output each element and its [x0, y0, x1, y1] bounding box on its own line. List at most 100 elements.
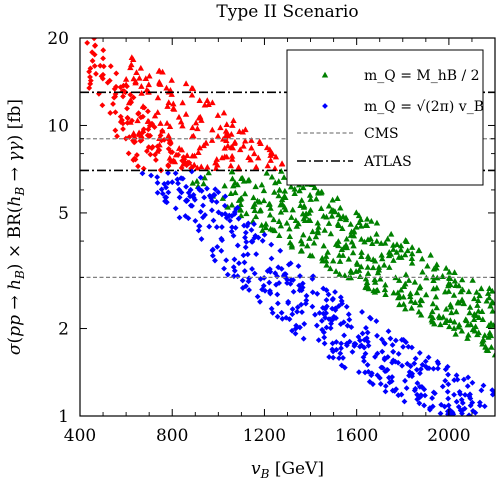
series-1-point	[459, 286, 466, 293]
series-2-point	[170, 157, 177, 164]
series-2-point	[140, 165, 147, 172]
series-2-point	[469, 379, 476, 386]
series-1-point	[227, 162, 235, 169]
series-2-point	[412, 355, 419, 362]
series-2-point	[374, 332, 380, 339]
series-1-point	[435, 312, 443, 319]
series-2-point	[200, 214, 206, 221]
series-2-point	[175, 152, 182, 158]
series-2-point	[343, 340, 350, 347]
series-2-point	[187, 186, 194, 193]
series-2-point	[416, 350, 423, 356]
series-2-point	[253, 251, 260, 258]
series-2-point	[274, 300, 281, 307]
series-1-point	[463, 317, 470, 324]
series-1-point	[228, 155, 236, 162]
series-1-point	[319, 257, 326, 264]
series-1-point	[224, 142, 232, 149]
series-2-point	[228, 228, 235, 235]
series-1-point	[192, 119, 200, 126]
series-1-point	[278, 196, 286, 203]
series-1-point	[483, 346, 490, 353]
series-1-point	[132, 78, 139, 84]
series-2-point	[344, 322, 351, 329]
series-1-point	[267, 204, 274, 211]
series-2-point	[100, 71, 106, 78]
series-1-point	[433, 261, 440, 268]
series-1-point	[471, 295, 478, 302]
series-2-point	[112, 127, 119, 134]
series-2-point	[209, 252, 216, 259]
series-2-point	[480, 382, 487, 389]
series-2-point	[274, 313, 281, 320]
series-2-point	[382, 340, 388, 347]
series-2-point	[175, 180, 181, 187]
series-2-point	[107, 110, 114, 116]
series-1-point	[214, 112, 222, 118]
series-2-point	[209, 197, 215, 204]
series-2-point	[316, 310, 323, 316]
series-2-point	[114, 133, 120, 140]
series-1-point	[286, 233, 294, 240]
series-2-point	[332, 289, 338, 295]
series-2-point	[235, 215, 242, 222]
series-2-point	[321, 340, 328, 347]
series-1-point	[371, 276, 378, 283]
series-2-point	[266, 266, 273, 273]
series-2-point	[241, 222, 247, 229]
series-1-point	[306, 235, 313, 241]
series-2-point	[113, 83, 119, 90]
series-1-point	[297, 202, 304, 209]
series-2-point	[411, 360, 418, 367]
series-2-point	[330, 295, 336, 302]
series-1-point	[323, 253, 330, 259]
series-1-point	[204, 97, 211, 103]
series-2-point	[100, 47, 107, 54]
series-2-point	[464, 383, 471, 390]
series-2-point	[392, 337, 399, 344]
series-1-point	[415, 308, 423, 315]
series-2-point	[345, 311, 352, 318]
series-2-point	[389, 342, 396, 348]
series-1-point	[213, 156, 220, 162]
series-2-point	[190, 194, 197, 201]
series-1-point	[341, 272, 349, 279]
series-2-point	[206, 223, 213, 230]
series-2-point	[161, 181, 168, 187]
series-2-point	[414, 396, 421, 403]
series-1-point	[381, 239, 389, 246]
series-1-point	[168, 91, 175, 97]
series-2-point	[181, 156, 188, 163]
series-1-point	[323, 261, 330, 268]
series-2-point	[442, 377, 449, 384]
series-1-point	[209, 126, 216, 133]
legend: m_Q = M_hB / 2 m_Q = √(2π) v_B CMS ATLAS	[286, 49, 484, 186]
series-1-point	[358, 253, 365, 259]
series-2-point	[298, 301, 305, 308]
series-2-point	[451, 391, 457, 398]
series-2-point	[416, 394, 423, 401]
series-1-point	[301, 217, 309, 223]
series-2-point	[365, 368, 372, 375]
series-1-point	[262, 220, 270, 227]
series-2-point	[213, 224, 220, 230]
series-1-point	[394, 294, 402, 301]
series-2-point	[382, 388, 389, 395]
series-1-point	[309, 228, 316, 235]
series-1-point	[263, 169, 270, 176]
series-2-point	[218, 247, 225, 254]
series-1-point	[266, 146, 273, 153]
series-1-point	[239, 174, 246, 181]
series-2-point	[289, 311, 296, 318]
series-2-point	[249, 266, 255, 272]
series-1-point	[307, 206, 314, 213]
series-2-point	[92, 43, 98, 49]
series-1-point	[175, 113, 183, 120]
series-1-point	[205, 101, 212, 107]
series-1-point	[224, 203, 231, 210]
series-2-point	[143, 148, 150, 155]
series-1-point	[277, 222, 285, 229]
series-2-point	[376, 375, 383, 381]
series-2-point	[91, 63, 98, 69]
series-1-point	[278, 160, 286, 167]
